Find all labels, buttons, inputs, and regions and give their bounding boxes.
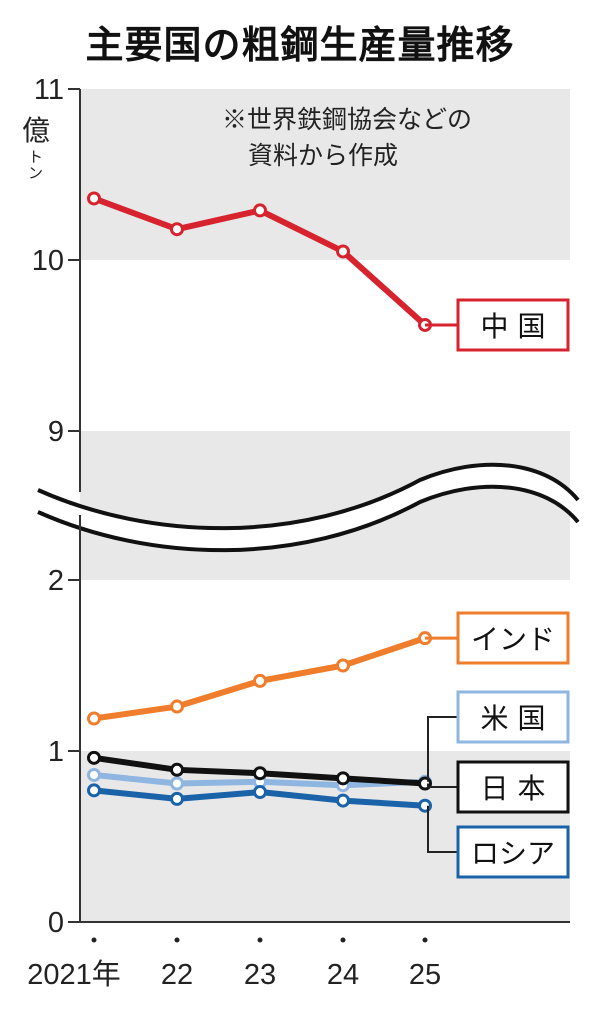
y-tick-label: 1 <box>48 736 64 768</box>
data-point <box>87 783 101 798</box>
data-point <box>336 658 350 673</box>
data-point <box>336 793 350 808</box>
axis-break-line <box>37 462 580 531</box>
data-point <box>253 766 267 781</box>
legend-box <box>456 298 570 352</box>
x-tick-dot <box>257 937 263 943</box>
x-tick-dot <box>174 937 180 943</box>
data-point <box>336 244 350 259</box>
data-point <box>336 771 350 786</box>
x-tick-labels: 2021年 22 23 24 25 <box>27 937 441 991</box>
series-lines <box>87 191 432 813</box>
y-tick-label: 9 <box>48 416 64 448</box>
data-point <box>170 699 184 714</box>
legend-box <box>456 825 570 879</box>
legend-label: 中 国 <box>481 310 546 343</box>
y-tick-labels: 0 1 2 9 10 11 <box>32 74 64 939</box>
legend-label: インド <box>471 623 555 656</box>
x-tick-dot <box>422 937 428 943</box>
data-point <box>253 203 267 218</box>
legend-leader-line <box>427 716 458 782</box>
data-point <box>170 222 184 237</box>
source-note-line-2: 資料から作成 <box>248 141 398 170</box>
legend-box <box>456 760 570 814</box>
axis-break-line <box>37 484 580 553</box>
y-unit-sub: トン <box>28 148 43 182</box>
data-point <box>87 750 101 765</box>
y-tick-label: 10 <box>32 245 64 277</box>
data-point <box>253 785 267 800</box>
axis-break-wave <box>37 462 580 553</box>
legend-leader-line <box>427 805 458 853</box>
legend-leader-line <box>427 783 458 788</box>
data-point <box>170 776 184 791</box>
legend-box <box>456 690 570 744</box>
legend-box <box>456 611 570 665</box>
x-tick-label: 22 <box>161 959 193 991</box>
y-tick-label: 2 <box>48 565 64 597</box>
axis-break-gap <box>38 464 578 551</box>
axes <box>68 88 570 923</box>
data-point <box>87 711 101 726</box>
x-tick-label: 23 <box>244 959 276 991</box>
data-point <box>87 191 101 206</box>
x-tick-label: 24 <box>327 959 359 991</box>
data-point <box>170 762 184 777</box>
x-tick-dot <box>340 937 346 943</box>
data-point <box>170 791 184 806</box>
legend-label: 米 国 <box>481 702 546 735</box>
y-tick-label: 11 <box>34 74 64 106</box>
background-band <box>80 89 570 260</box>
background-bands <box>80 89 570 922</box>
data-point <box>87 767 101 782</box>
legend-label: ロシア <box>471 837 555 870</box>
legend-label: 日 本 <box>481 772 546 805</box>
source-note-line-1: ※世界鉄鋼協会などの <box>222 105 472 134</box>
chart-title: 主要国の粗鋼生産量推移 <box>85 23 515 67</box>
y-tick-label: 0 <box>48 907 64 939</box>
y-unit-main: 億 <box>22 114 50 147</box>
x-tick-label: 25 <box>409 959 441 991</box>
x-tick-dot <box>91 937 97 943</box>
data-point <box>253 673 267 688</box>
x-tick-label: 2021年 <box>27 958 121 991</box>
